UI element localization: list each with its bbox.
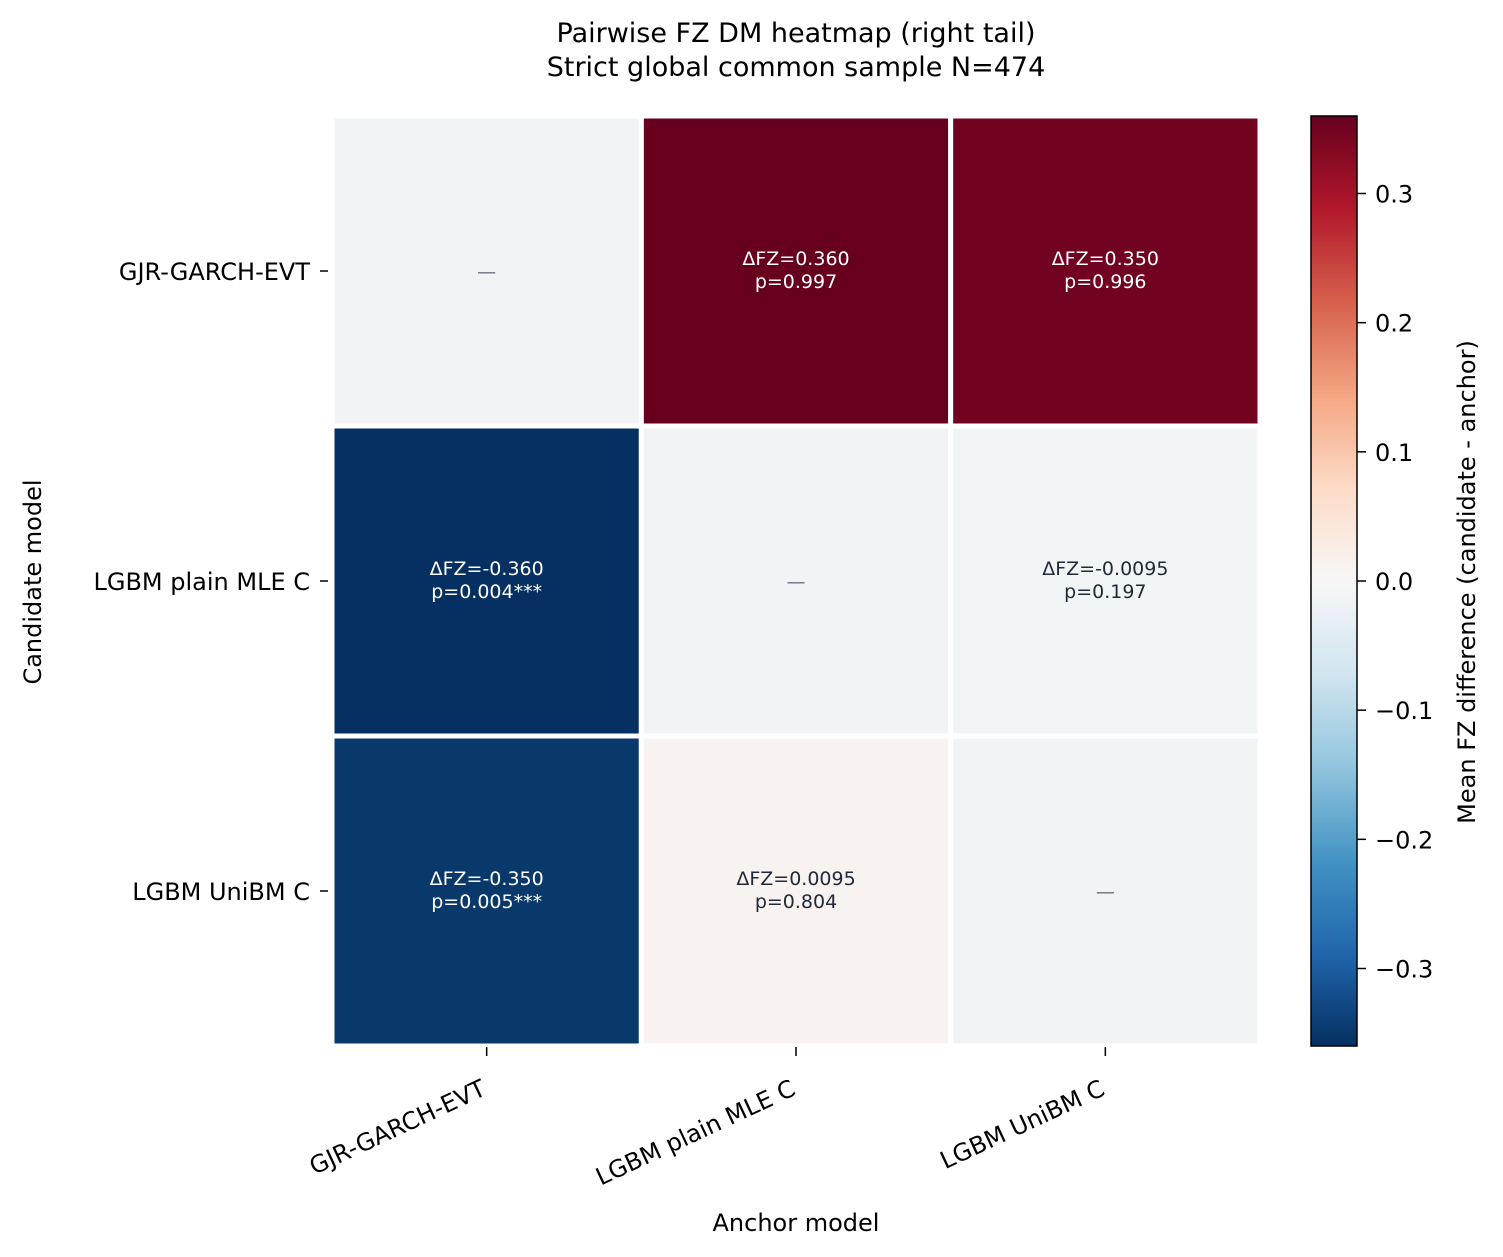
x-tick-label: GJR-GARCH-EVT bbox=[305, 1074, 490, 1180]
cell-delta-label: ΔFZ=-0.360 bbox=[430, 558, 544, 580]
colorbar-tick-label: 0.2 bbox=[1375, 310, 1413, 338]
colorbar-tick-label: −0.3 bbox=[1375, 956, 1433, 984]
cell-delta-label: ΔFZ=-0.350 bbox=[430, 868, 544, 890]
heatmap-cell bbox=[638, 733, 954, 1049]
cell-pvalue-label: p=0.804 bbox=[755, 891, 837, 913]
cell-pvalue-label: p=0.996 bbox=[1064, 271, 1146, 293]
cell-pvalue-label: p=0.004*** bbox=[431, 581, 542, 603]
diagonal-dash: — bbox=[787, 571, 806, 593]
heatmap-cell bbox=[638, 113, 954, 429]
colorbar-label: Mean FZ difference (candidate - anchor) bbox=[1453, 340, 1481, 824]
y-tick-label: LGBM UniBM C bbox=[132, 878, 310, 906]
chart-subtitle: Strict global common sample N=474 bbox=[547, 52, 1046, 83]
y-axis-label: Candidate model bbox=[19, 479, 47, 684]
cell-pvalue-label: p=0.997 bbox=[755, 271, 837, 293]
y-tick-label: LGBM plain MLE C bbox=[93, 568, 310, 596]
heatmap-cell bbox=[948, 113, 1263, 429]
cell-delta-label: ΔFZ=0.0095 bbox=[736, 868, 855, 890]
diagonal-dash: — bbox=[477, 261, 496, 283]
cell-pvalue-label: p=0.197 bbox=[1064, 581, 1146, 603]
colorbar bbox=[1310, 115, 1358, 1047]
cell-delta-label: ΔFZ=0.360 bbox=[742, 248, 849, 270]
colorbar-tick-label: 0.0 bbox=[1375, 568, 1413, 596]
heatmap-cell bbox=[329, 113, 644, 429]
diagonal-dash: — bbox=[1096, 881, 1115, 903]
y-tick-label: GJR-GARCH-EVT bbox=[119, 258, 310, 286]
x-tick-label: LGBM UniBM C bbox=[936, 1074, 1109, 1175]
chart-title: Pairwise FZ DM heatmap (right tail) bbox=[557, 18, 1036, 49]
colorbar-tick-label: 0.1 bbox=[1375, 439, 1413, 467]
cell-delta-label: ΔFZ=0.350 bbox=[1052, 248, 1159, 270]
heatmap-cell bbox=[948, 423, 1263, 739]
cell-delta-label: ΔFZ=-0.0095 bbox=[1042, 558, 1168, 580]
y-axis: GJR-GARCH-EVT LGBM plain MLE C LGBM UniBM … bbox=[93, 258, 328, 906]
colorbar-tick-label: −0.1 bbox=[1375, 697, 1433, 725]
x-axis-label: Anchor model bbox=[713, 1209, 880, 1237]
heatmap-cell bbox=[329, 733, 644, 1049]
x-axis: GJR-GARCH-EVT LGBM plain MLE C LGBM UniBM … bbox=[305, 1047, 1109, 1191]
cell-pvalue-label: p=0.005*** bbox=[431, 891, 542, 913]
colorbar-tick-label: −0.2 bbox=[1375, 826, 1433, 854]
heatmap-cell bbox=[948, 733, 1263, 1049]
colorbar-ticks: 0.3 0.2 0.1 0.0 −0.1 −0.2 −0.3 bbox=[1357, 181, 1433, 984]
x-tick-label: LGBM plain MLE C bbox=[591, 1074, 799, 1191]
colorbar-tick-label: 0.3 bbox=[1375, 181, 1413, 209]
